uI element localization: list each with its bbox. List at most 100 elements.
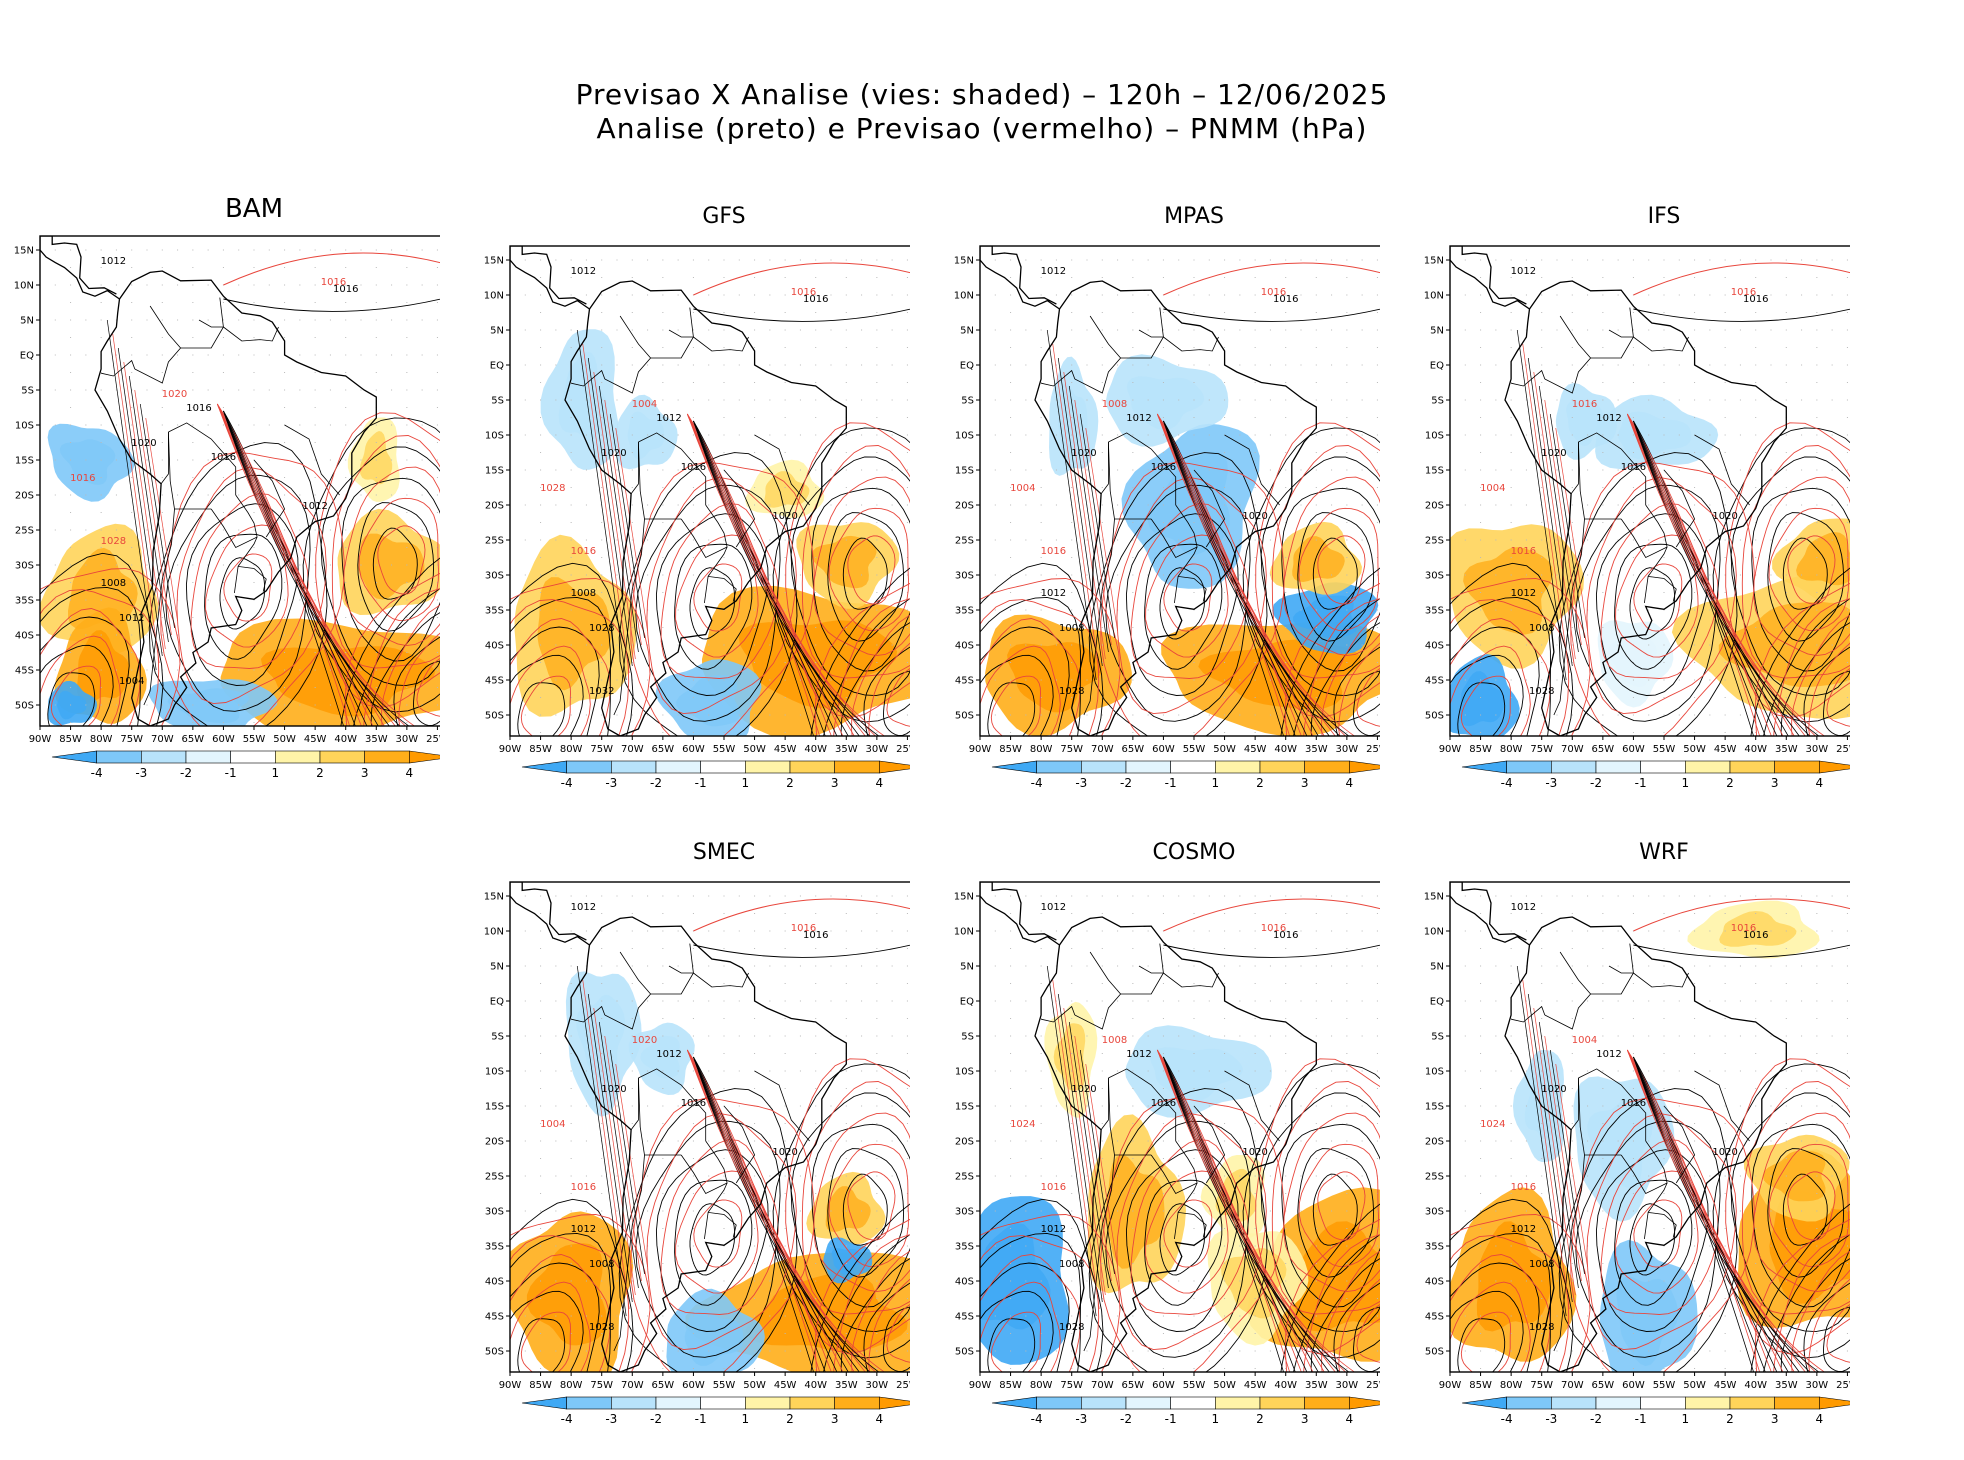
grid-dot: [571, 277, 572, 278]
isobar-label: 1028: [1529, 686, 1554, 697]
grid-dot: [678, 896, 679, 897]
colorbar-segment: [1171, 761, 1216, 773]
grid-dot: [376, 495, 377, 496]
grid-dot: [284, 600, 285, 601]
grid-dot: [1194, 983, 1195, 984]
grid-dot: [1071, 347, 1072, 348]
grid-dot: [1132, 732, 1133, 733]
isobar-label: 1012: [1041, 266, 1066, 277]
lon-label: 80W: [1030, 744, 1053, 755]
grid-dot: [1526, 295, 1527, 296]
lat-label: 5N: [20, 316, 34, 327]
grid-dot: [1511, 277, 1512, 278]
grid-dot: [571, 330, 572, 331]
grid-dot: [601, 1018, 602, 1019]
panel-title: BAM: [40, 194, 468, 224]
isobar-label: 1012: [571, 266, 596, 277]
colorbar-label: -1: [1165, 776, 1177, 790]
grid-dot: [754, 966, 755, 967]
grid-dot: [315, 477, 316, 478]
grid-dot: [1816, 610, 1817, 611]
grid-dot: [1526, 505, 1527, 506]
grid-dot: [1148, 1071, 1149, 1072]
grid-dot: [724, 1088, 725, 1089]
grid-dot: [101, 565, 102, 566]
grid-dot: [1117, 365, 1118, 366]
grid-dot: [1526, 680, 1527, 681]
grid-dot: [800, 260, 801, 261]
grid-dot: [678, 715, 679, 716]
grid-dot: [876, 1158, 877, 1159]
grid-dot: [1346, 557, 1347, 558]
grid-dot: [223, 495, 224, 496]
grid-dot: [632, 347, 633, 348]
grid-dot: [1816, 697, 1817, 698]
grid-dot: [1102, 1263, 1103, 1264]
grid-dot: [1285, 896, 1286, 897]
grid-dot: [1648, 715, 1649, 716]
grid-dot: [422, 250, 423, 251]
grid-dot: [376, 652, 377, 653]
grid-dot: [754, 382, 755, 383]
grid-dot: [693, 277, 694, 278]
grid-dot: [177, 250, 178, 251]
grid-dot: [586, 295, 587, 296]
grid-dot: [1495, 1281, 1496, 1282]
colorbar-arrow-right: [879, 1397, 910, 1409]
grid-dot: [1346, 1211, 1347, 1212]
grid-dot: [1316, 277, 1317, 278]
grid-dot: [1209, 435, 1210, 436]
grid-dot: [1511, 1263, 1512, 1264]
grid-dot: [754, 715, 755, 716]
grid-dot: [1010, 347, 1011, 348]
grid-dot: [1239, 680, 1240, 681]
grid-dot: [1377, 1246, 1378, 1247]
grid-dot: [1755, 312, 1756, 313]
grid-dot: [1816, 347, 1817, 348]
grid-dot: [1771, 260, 1772, 261]
grid-dot: [1163, 1228, 1164, 1229]
grid-dot: [315, 687, 316, 688]
grid-dot: [540, 1088, 541, 1089]
grid-dot: [1572, 417, 1573, 418]
grid-dot: [1602, 715, 1603, 716]
grid-dot: [1664, 277, 1665, 278]
grid-dot: [1285, 1123, 1286, 1124]
grid-dot: [601, 347, 602, 348]
grid-dot: [1163, 1036, 1164, 1037]
grid-dot: [632, 715, 633, 716]
grid-dot: [254, 390, 255, 391]
grid-dot: [1010, 260, 1011, 261]
grid-dot: [892, 1246, 893, 1247]
grid-dot: [85, 425, 86, 426]
grid-dot: [101, 442, 102, 443]
lon-label: 65W: [1592, 744, 1615, 755]
grid-dot: [1194, 1228, 1195, 1229]
grid-dot: [831, 1246, 832, 1247]
grid-dot: [1071, 948, 1072, 949]
grid-dot: [1847, 697, 1848, 698]
grid-dot: [876, 575, 877, 576]
grid-dot: [555, 966, 556, 967]
grid-dot: [1316, 913, 1317, 914]
lat-label: 10S: [1425, 431, 1444, 442]
grid-dot: [299, 495, 300, 496]
grid-dot: [647, 931, 648, 932]
grid-dot: [1786, 522, 1787, 523]
grid-dot: [1694, 592, 1695, 593]
grid-dot: [361, 495, 362, 496]
grid-dot: [1224, 966, 1225, 967]
grid-dot: [1285, 1036, 1286, 1037]
grid-dot: [632, 1176, 633, 1177]
grid-dot: [1301, 1001, 1302, 1002]
grid-dot: [1255, 1018, 1256, 1019]
grid-dot: [846, 1316, 847, 1317]
grid-dot: [995, 1071, 996, 1072]
grid-dot: [1194, 1053, 1195, 1054]
grid-dot: [1087, 715, 1088, 716]
grid-dot: [101, 425, 102, 426]
grid-dot: [192, 425, 193, 426]
grid-dot: [540, 347, 541, 348]
grid-dot: [299, 600, 300, 601]
grid-dot: [708, 505, 709, 506]
